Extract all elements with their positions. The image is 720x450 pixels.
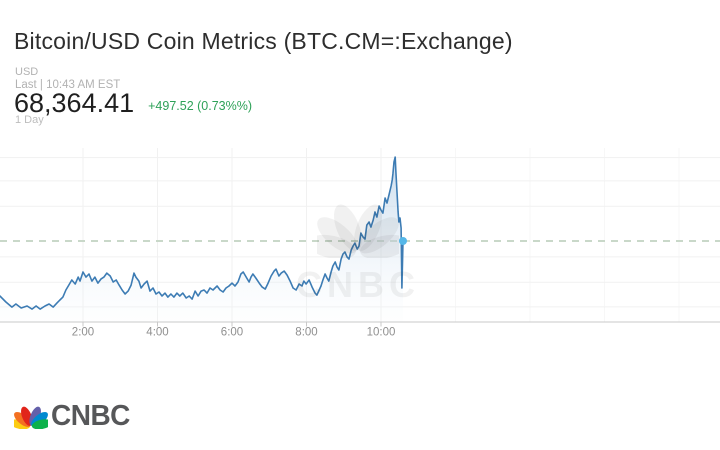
price-row: 68,364.41 +497.52 (0.73%%) xyxy=(14,88,253,118)
x-axis-tick-label: 8:00 xyxy=(295,327,317,339)
last-price-dot xyxy=(398,237,407,245)
nbc-peacock-icon xyxy=(14,406,48,429)
x-axis-tick-label: 4:00 xyxy=(146,327,168,339)
x-axis: 2:00 4:00 6:00 8:00 10:00 xyxy=(0,321,720,339)
currency-label: USD xyxy=(15,66,39,78)
grid-lines xyxy=(0,148,720,322)
peacock-feather xyxy=(31,419,48,429)
price-line xyxy=(0,156,404,310)
price-value: 68,364.41 xyxy=(14,88,135,118)
last-updated-timestamp: Last | 10:43 AM EST xyxy=(15,79,121,91)
chart-plot-area[interactable]: 2:00 4:00 6:00 8:00 10:00 xyxy=(0,138,720,348)
price-change: +497.52 (0.73%%) xyxy=(148,99,253,113)
range-label: 1 Day xyxy=(15,114,44,126)
price-chart[interactable]: 2:00 4:00 6:00 8:00 10:00 xyxy=(0,138,720,348)
x-axis-tick-label: 6:00 xyxy=(221,327,243,339)
price-series xyxy=(0,156,407,322)
cnbc-logo: CNBC xyxy=(14,400,130,432)
x-axis-tick-label: 10:00 xyxy=(367,327,396,339)
area-fill xyxy=(0,157,403,322)
peacock-feather-shape xyxy=(31,419,48,429)
cnbc-logo-text: CNBC xyxy=(51,399,130,432)
page-title: Bitcoin/USD Coin Metrics (BTC.CM=:Exchan… xyxy=(14,28,513,54)
x-axis-tick-label: 2:00 xyxy=(72,327,94,339)
